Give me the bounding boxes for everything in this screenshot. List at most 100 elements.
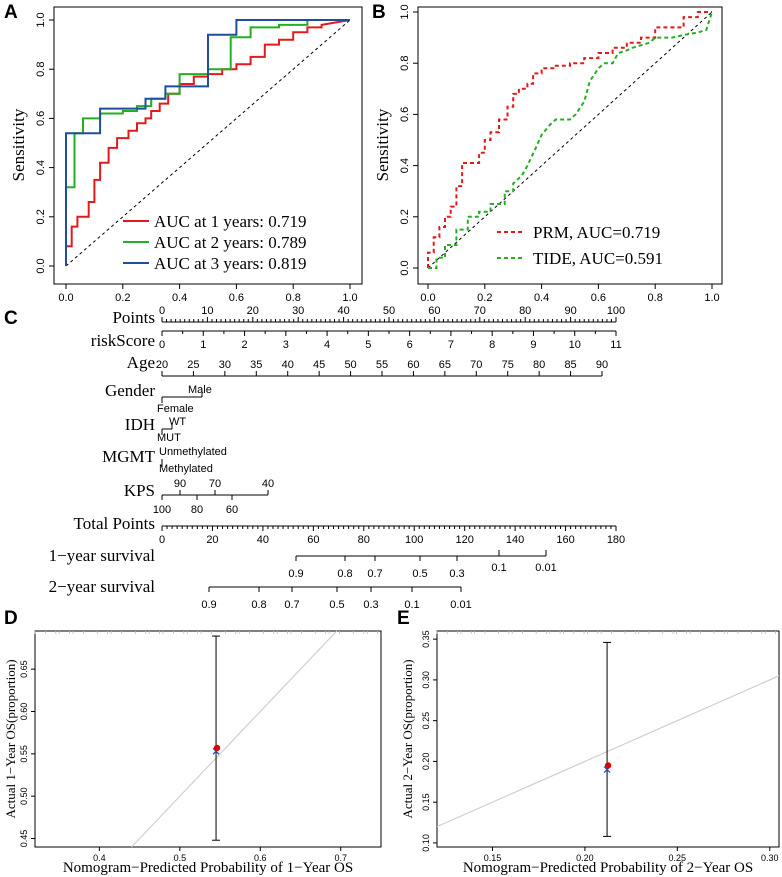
legend-label-a-1: AUC at 1 years: 0.719 [154,212,307,231]
x-tick-label-A-0: 0.0 [58,292,73,304]
nomogram-tick-label-8-top-0: 0.1 [491,562,506,574]
x-tick-label-B-2: 0.4 [534,292,549,304]
x-axis-label-e: Nomogram−Predicted Probability of 2−Year… [463,860,753,876]
x-tick-label-A-3: 0.6 [229,292,244,304]
y-tick-label-A-2: 0.4 [35,160,47,175]
nomogram-tick-label-9-2: 0.7 [284,599,299,611]
y-axis-label-b: Sensitivity [373,108,392,181]
y-tick-label-A-4: 0.8 [35,62,47,77]
nomogram-tick-label-7-7: 140 [506,534,524,546]
nomogram-tick-label-2-12: 80 [533,359,545,371]
y-tick-label-D-4: 0.65 [19,660,29,678]
nomogram-tick-label-1-2: 2 [241,339,247,351]
nomogram-tick-label-0-6: 60 [428,305,440,317]
nomogram-tick-label-2-13: 85 [564,359,576,371]
y-tick-label-D-0: 0.45 [19,830,29,848]
nomogram-tick-label-6-bottom-2: 60 [226,504,238,516]
nomogram-tick-label-9-6: 0.01 [450,599,471,611]
x-tick-label-B-3: 0.6 [591,292,606,304]
y-tick-label-D-1: 0.50 [19,787,29,805]
nomogram-tick-label-1-3: 3 [283,339,289,351]
plot-frame-b [417,6,723,285]
nomogram-row-label-2: Age [127,353,155,372]
nomogram-tick-label-9-0: 0.9 [201,599,216,611]
panel-label-e: E [397,608,410,629]
nomogram-tick-label-0-7: 70 [474,305,486,317]
nomogram-tick-label-0-10: 100 [607,305,625,317]
roc-curve-B-1 [427,11,712,268]
nomogram-tick-label-1-5: 5 [365,339,371,351]
diagonal-reference-a [65,19,351,267]
nomogram-tick-label-2-0: 20 [156,359,168,371]
nomogram-tick-label-3-1: Female [157,403,194,415]
y-axis-label-d: Actual 1−Year OS(proportion) [3,659,18,818]
nomogram-tick-label-2-5: 45 [313,359,325,371]
nomogram-tick-label-2-14: 90 [596,359,608,371]
y-tick-label-B-0: 0.0 [399,260,411,275]
nomogram-tick-label-5-1: Methylated [159,463,213,475]
nomogram-tick-label-1-7: 7 [448,339,454,351]
nomogram-tick-label-7-5: 100 [405,534,423,546]
nomogram-tick-label-2-7: 55 [376,359,388,371]
nomogram-row-label-6: KPS [124,481,155,500]
y-tick-label-B-5: 1.0 [399,4,411,19]
nomogram-row-label-4: IDH [125,415,155,434]
nomogram-tick-label-4-0: WT [169,416,186,428]
nomogram-row-label-1: riskScore [91,331,155,350]
plot-frame-a [53,6,363,285]
nomogram-tick-label-5-0: Unmethylated [159,446,227,458]
nomogram-tick-label-2-8: 60 [407,359,419,371]
nomogram-tick-label-1-4: 4 [324,339,330,351]
nomogram-tick-label-1-0: 0 [159,339,165,351]
nomogram-tick-label-8-bottom-4: 0.3 [449,568,464,580]
nomogram-tick-label-2-10: 70 [470,359,482,371]
y-tick-label-E-4: 0.30 [421,671,431,689]
nomogram-row-label-9: 2−year survival [49,577,156,596]
calibration-chart-d: Actual 1−Year OS(proportion) Nomogram−Pr… [3,630,382,876]
panel-label-a: A [4,2,18,23]
ideal-line-E [436,675,780,828]
nomogram-tick-label-7-6: 120 [455,534,473,546]
x-tick-label-D-2: 0.6 [254,853,267,863]
nomogram-tick-label-2-6: 50 [344,359,356,371]
nomogram-tick-label-0-0: 0 [159,305,165,317]
nomogram-tick-label-1-10: 10 [569,339,581,351]
nomogram-tick-label-8-bottom-2: 0.7 [367,568,382,580]
y-tick-label-A-3: 0.6 [35,111,47,126]
roc-chart-b: Sensitivity 0.0 0.2 0.4 0.6 0.8 1.0 0.0 0.2 0.4 0… [373,4,723,304]
x-axis-label-d: Nomogram−Predicted Probability of 1−Year… [63,860,353,876]
calibration-chart-e: Actual 2−Year OS(proportion) Nomogram−Pr… [400,630,780,876]
nomogram-tick-label-0-3: 30 [292,305,304,317]
nomogram-tick-label-2-1: 25 [187,359,199,371]
nomogram-tick-label-9-1: 0.8 [251,599,266,611]
y-tick-label-B-3: 0.6 [399,107,411,122]
nomogram-row-label-5: MGMT [102,447,156,466]
y-tick-label-E-2: 0.20 [421,753,431,771]
nomogram-tick-label-2-11: 75 [502,359,514,371]
nomogram-tick-label-8-bottom-1: 0.8 [337,568,352,580]
nomogram-tick-label-7-0: 0 [159,534,165,546]
nomogram-tick-label-1-8: 8 [489,339,495,351]
x-tick-label-A-4: 0.8 [286,292,301,304]
x-tick-label-E-3: 0.30 [761,853,779,863]
x-tick-label-B-0: 0.0 [420,292,435,304]
y-tick-label-A-1: 0.2 [35,209,47,224]
nomogram-tick-label-2-2: 30 [219,359,231,371]
nomogram-tick-label-2-4: 40 [282,359,294,371]
legend-label-b-2: TIDE, AUC=0.591 [533,249,663,268]
x-tick-label-A-2: 0.4 [172,292,187,304]
nomogram-tick-label-1-9: 9 [530,339,536,351]
y-tick-label-E-1: 0.15 [421,793,431,811]
y-tick-label-A-5: 1.0 [35,12,47,27]
nomogram-tick-label-3-0: Male [188,384,212,396]
legend-label-a-3: AUC at 3 years: 0.819 [154,254,307,273]
y-tick-label-E-3: 0.25 [421,712,431,730]
x-tick-label-E-2: 0.25 [669,853,687,863]
nomogram-tick-label-0-4: 40 [337,305,349,317]
nomogram-tick-label-6-bottom-1: 80 [191,504,203,516]
y-tick-label-B-2: 0.4 [399,158,411,173]
nomogram-row-label-3: Gender [105,381,155,400]
nomogram-tick-label-6-top-0: 90 [174,478,186,490]
